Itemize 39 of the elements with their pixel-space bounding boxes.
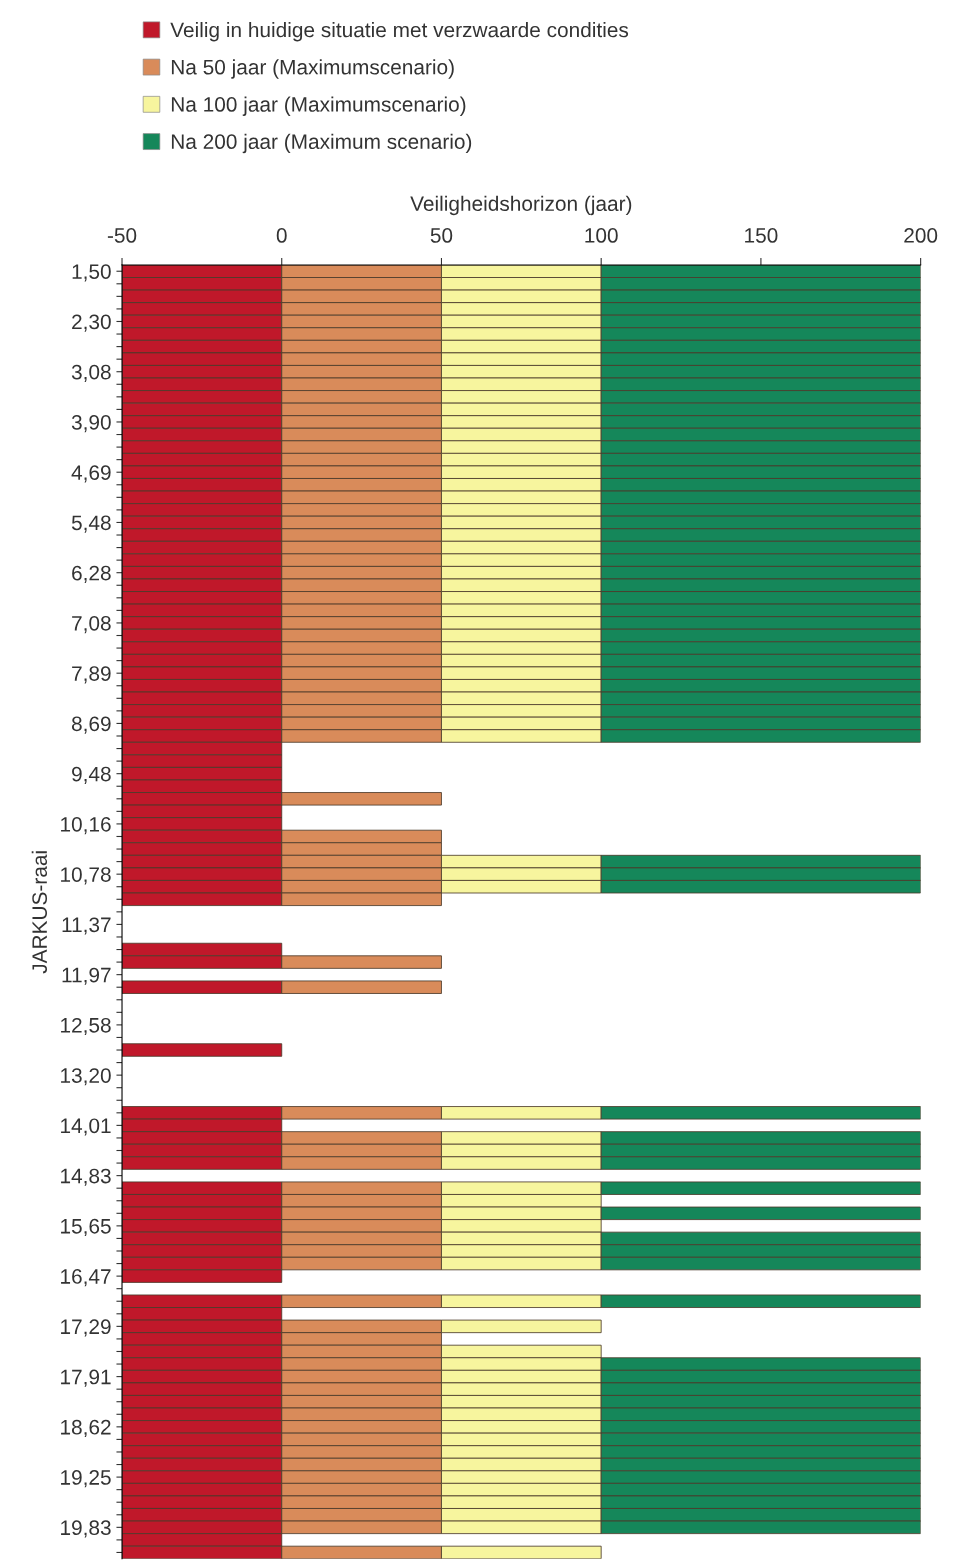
y-tick-label: 17,91 [61,1369,111,1387]
legend-label: Na 200 jaar (Maximum scenario) [171,133,472,154]
y-tick-label: 13,20 [61,1068,111,1086]
y-tick-label: 7,08 [72,615,111,634]
y-tick-label: 17,29 [61,1319,111,1337]
y-tick-label: 19,25 [61,1470,111,1488]
x-tick-label: 200 [904,228,938,243]
y-tick-label: 12,58 [61,1017,111,1036]
y-tick-label: 6,28 [72,565,111,583]
y-tick-label: 1,50 [72,264,111,282]
x-tick-label: -50 [107,228,137,243]
y-tick-label: 16,47 [61,1269,111,1287]
y-tick-label: 3,08 [71,364,111,382]
x-tick-label: 150 [745,228,778,243]
y-tick-label: 8,69 [71,716,111,734]
y-tick-label: 11,97 [62,967,111,985]
x-axis-title: Veiligheidshorizon (jaar) [410,195,632,216]
y-tick-label: 4,69 [71,465,111,483]
legend-label: Na 100 jaar (Maximumscenario) [171,96,466,116]
x-tick-label: 0 [276,228,287,243]
bar [122,1043,283,1057]
y-tick-label: 9,48 [72,766,111,784]
y-tick-label: 10,78 [61,867,111,885]
y-tick-label: 10,16 [61,816,111,835]
y-tick-label: 7,89 [72,666,111,684]
x-tick-label: 50 [430,228,453,243]
y-tick-label: 2,30 [72,314,111,332]
legend-label: Na 50 jaar (Maximumscenario) [171,59,454,79]
y-tick-label: 15,65 [61,1218,111,1237]
y-tick-label: 19,83 [61,1520,111,1538]
y-tick-label: 3,90 [71,414,111,433]
legend-label: Veilig in huidige situatie met verzwaarde condities [170,21,629,42]
y-axis-title: JARKUS-raai [31,851,48,974]
y-tick-label: 18,62 [61,1419,111,1438]
y-tick-label: 11,37 [62,917,111,935]
y-tick-label: 14,83 [61,1168,111,1186]
y-tick-label: 5,48 [71,515,111,533]
y-tick-label: 14,01 [61,1118,111,1136]
x-tick-label: 100 [585,228,618,243]
